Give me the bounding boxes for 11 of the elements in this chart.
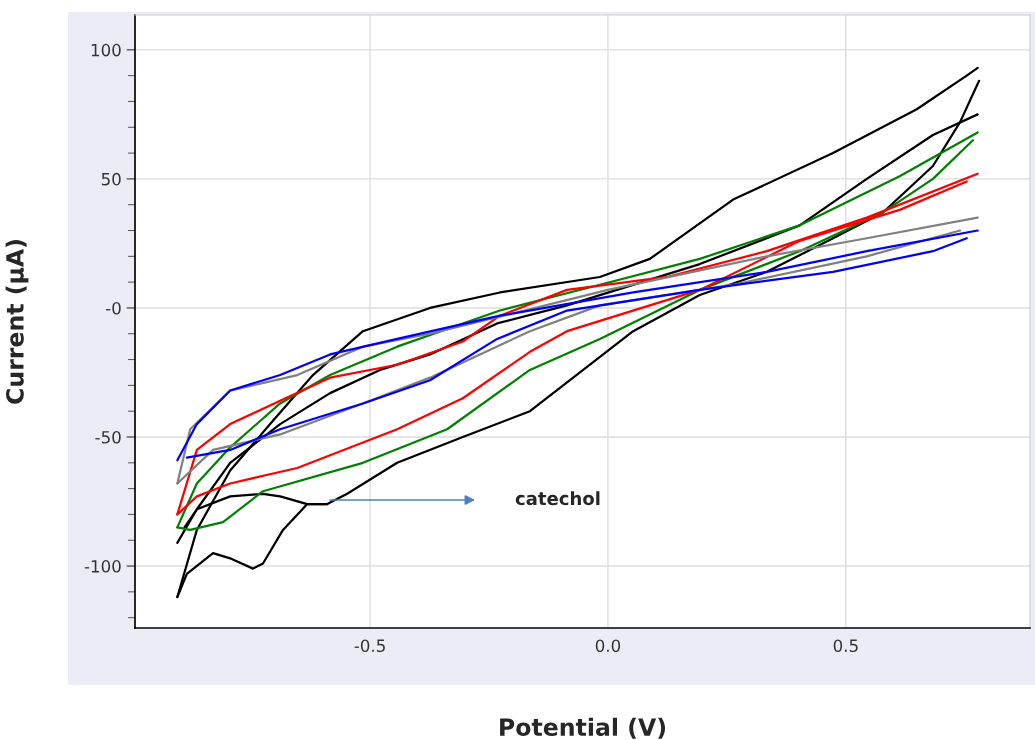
y-tick-label: 100 (91, 43, 121, 57)
y-tick-label: -100 (84, 560, 121, 573)
y-tick-label: -50 (95, 430, 121, 444)
annotation: catechol (515, 491, 600, 506)
y-tick-label: -0 (106, 301, 121, 315)
x-tick-label: 0.0 (595, 639, 621, 653)
x-tick-label: 0.5 (833, 639, 858, 653)
y-tick-label: 50 (101, 172, 121, 186)
x-tick-label: -0.5 (354, 639, 385, 653)
y-axis-title: Current (µA) (5, 240, 29, 404)
x-axis-title: Potential (V) (500, 717, 666, 739)
